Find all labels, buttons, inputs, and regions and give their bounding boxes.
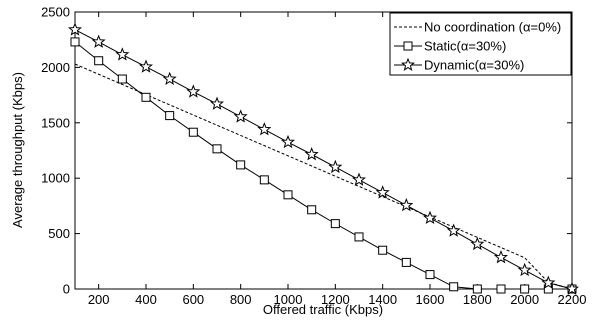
data-point — [470, 236, 485, 251]
data-point — [307, 205, 317, 215]
x-tick-label: 1800 — [463, 292, 492, 307]
series-line — [74, 29, 573, 290]
y-tick-label: 0 — [63, 282, 70, 297]
data-point — [446, 223, 461, 237]
data-point — [472, 284, 482, 294]
y-axis-label: Average throughput (Kbps) — [10, 72, 25, 228]
data-point — [328, 159, 343, 174]
data-point — [378, 245, 388, 255]
y-tick-label: 500 — [48, 226, 70, 241]
legend-label: No coordination (α=0%) — [424, 20, 561, 35]
data-point — [375, 185, 390, 199]
data-point — [330, 219, 340, 229]
data-point — [91, 34, 106, 48]
data-point — [259, 175, 269, 185]
data-point — [283, 190, 293, 200]
series-layer — [67, 22, 580, 295]
series-1 — [70, 37, 577, 294]
y-tick-label: 2000 — [41, 60, 70, 75]
data-point — [117, 74, 127, 84]
data-point — [449, 282, 459, 292]
series-line — [74, 41, 572, 290]
x-tick-label: 1600 — [416, 292, 445, 307]
legend-entry: Dynamic(α=30%) — [394, 58, 524, 73]
data-point — [67, 22, 83, 36]
x-axis-label: Offered traffic (Kbps) — [263, 302, 383, 317]
data-point — [304, 147, 319, 161]
x-tick-label: 1400 — [368, 292, 397, 307]
data-point — [115, 47, 130, 61]
y-tick-label: 2500 — [41, 5, 70, 20]
data-point — [496, 284, 506, 294]
x-tick-label: 400 — [135, 292, 157, 307]
legend-entry: No coordination (α=0%) — [394, 20, 561, 35]
y-tick-label: 1500 — [41, 115, 70, 130]
data-point — [233, 109, 248, 123]
legend-swatch-marker — [403, 41, 413, 51]
x-tick-label: 800 — [230, 292, 252, 307]
data-point — [70, 37, 80, 47]
data-point — [541, 275, 556, 289]
legend-label: Static(α=30%) — [424, 39, 506, 54]
data-point — [236, 160, 246, 170]
legend-label: Dynamic(α=30%) — [424, 58, 524, 73]
data-point — [94, 56, 104, 66]
data-point — [188, 127, 198, 137]
x-tick-label: 600 — [182, 292, 204, 307]
legend-entry: Static(α=30%) — [394, 39, 506, 54]
data-point — [280, 134, 296, 149]
y-tick-label: 1000 — [41, 171, 70, 186]
ticks-layer: 200 400 600 800 1000 1200 1400 1600 1800 2000 2200… — [41, 5, 586, 308]
x-tick-label: 2200 — [558, 292, 587, 307]
data-point — [517, 262, 532, 277]
data-point — [186, 84, 201, 98]
data-point — [165, 111, 175, 121]
data-point — [212, 144, 222, 154]
legend: No coordination (α=0%) Static(α=30%) Dynam… — [389, 12, 572, 76]
data-point — [520, 284, 530, 294]
data-point — [138, 59, 154, 73]
x-tick-label: 200 — [88, 292, 110, 307]
x-tick-label: 1200 — [321, 292, 350, 307]
data-point — [564, 281, 580, 295]
data-point — [209, 96, 225, 110]
series-0 — [74, 63, 573, 290]
data-point — [425, 270, 435, 280]
plot-frame — [74, 11, 573, 290]
data-point — [399, 197, 414, 212]
legend-swatch-marker — [400, 57, 416, 71]
data-point — [401, 257, 411, 267]
data-point — [351, 172, 367, 186]
x-tick-label: 1000 — [274, 292, 303, 307]
data-point — [493, 250, 509, 264]
x-tick-label: 2000 — [510, 292, 539, 307]
data-point — [422, 210, 438, 225]
series-2 — [67, 22, 580, 295]
data-point — [354, 232, 364, 242]
data-point — [257, 122, 272, 136]
data-point — [162, 71, 177, 86]
data-point — [141, 92, 151, 102]
series-line — [74, 63, 573, 290]
